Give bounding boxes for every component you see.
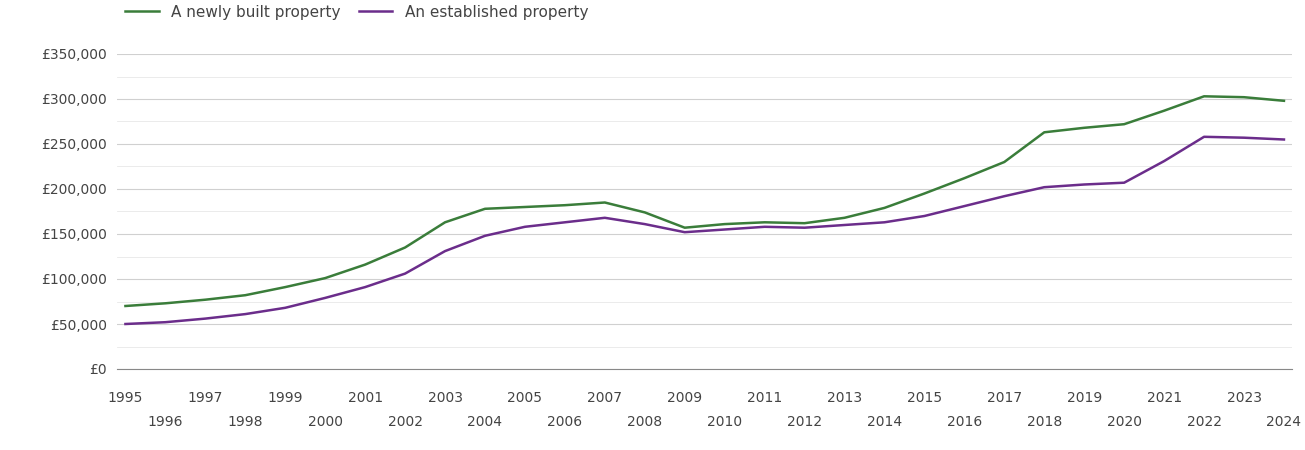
- Text: 2010: 2010: [707, 415, 743, 429]
- Text: 2003: 2003: [428, 391, 462, 405]
- An established property: [637, 221, 652, 227]
- An established property: [957, 203, 972, 209]
- An established property: [916, 213, 932, 219]
- Line: A newly built property: A newly built property: [125, 96, 1284, 306]
- A newly built property: [358, 262, 373, 267]
- An established property: [197, 316, 213, 321]
- An established property: [278, 305, 294, 310]
- An established property: [1276, 137, 1292, 142]
- An established property: [397, 271, 412, 276]
- An established property: [1077, 182, 1092, 187]
- An established property: [677, 230, 693, 235]
- A newly built property: [916, 191, 932, 196]
- An established property: [238, 311, 253, 317]
- A newly built property: [158, 301, 174, 306]
- Legend: A newly built property, An established property: A newly built property, An established p…: [125, 5, 589, 20]
- An established property: [358, 284, 373, 290]
- A newly built property: [397, 245, 412, 250]
- A newly built property: [596, 200, 612, 205]
- An established property: [757, 224, 773, 230]
- A newly built property: [1236, 94, 1251, 100]
- Text: 2020: 2020: [1107, 415, 1142, 429]
- A newly built property: [517, 204, 532, 210]
- Text: 2016: 2016: [946, 415, 981, 429]
- A newly built property: [797, 220, 813, 226]
- Text: 2015: 2015: [907, 391, 942, 405]
- A newly built property: [278, 284, 294, 290]
- Text: 2022: 2022: [1186, 415, 1221, 429]
- A newly built property: [117, 303, 133, 309]
- A newly built property: [997, 159, 1013, 165]
- An established property: [1197, 134, 1212, 140]
- Text: 2019: 2019: [1066, 391, 1101, 405]
- An established property: [1036, 184, 1052, 190]
- Text: 1995: 1995: [108, 391, 144, 405]
- A newly built property: [637, 210, 652, 215]
- An established property: [797, 225, 813, 230]
- An established property: [557, 220, 573, 225]
- An established property: [158, 320, 174, 325]
- A newly built property: [1036, 130, 1052, 135]
- An established property: [117, 321, 133, 327]
- An established property: [517, 224, 532, 230]
- An established property: [1156, 158, 1172, 164]
- An established property: [716, 227, 732, 232]
- A newly built property: [957, 176, 972, 181]
- Text: 2009: 2009: [667, 391, 702, 405]
- An established property: [837, 222, 852, 228]
- Text: 1997: 1997: [188, 391, 223, 405]
- Text: 2012: 2012: [787, 415, 822, 429]
- A newly built property: [238, 292, 253, 298]
- A newly built property: [317, 275, 333, 281]
- Text: 2024: 2024: [1266, 415, 1301, 429]
- Text: 2004: 2004: [467, 415, 502, 429]
- A newly built property: [1077, 125, 1092, 130]
- Line: An established property: An established property: [125, 137, 1284, 324]
- Text: 2002: 2002: [388, 415, 423, 429]
- Text: 2006: 2006: [547, 415, 582, 429]
- Text: 1998: 1998: [227, 415, 264, 429]
- A newly built property: [1116, 122, 1131, 127]
- A newly built property: [1156, 108, 1172, 113]
- A newly built property: [1197, 94, 1212, 99]
- Text: 2007: 2007: [587, 391, 622, 405]
- A newly built property: [557, 202, 573, 208]
- Text: 2017: 2017: [987, 391, 1022, 405]
- A newly built property: [478, 206, 493, 211]
- A newly built property: [877, 205, 893, 211]
- Text: 2000: 2000: [308, 415, 343, 429]
- Text: 2021: 2021: [1147, 391, 1181, 405]
- Text: 2014: 2014: [867, 415, 902, 429]
- Text: 1996: 1996: [147, 415, 183, 429]
- A newly built property: [757, 220, 773, 225]
- Text: 2005: 2005: [508, 391, 543, 405]
- A newly built property: [1276, 98, 1292, 104]
- An established property: [997, 194, 1013, 199]
- An established property: [1236, 135, 1251, 140]
- An established property: [437, 248, 453, 254]
- An established property: [1116, 180, 1131, 185]
- A newly built property: [197, 297, 213, 302]
- Text: 2013: 2013: [827, 391, 863, 405]
- An established property: [317, 295, 333, 301]
- An established property: [877, 220, 893, 225]
- An established property: [478, 233, 493, 238]
- A newly built property: [837, 215, 852, 220]
- Text: 2018: 2018: [1027, 415, 1062, 429]
- Text: 2008: 2008: [628, 415, 663, 429]
- Text: 2001: 2001: [347, 391, 382, 405]
- Text: 2011: 2011: [746, 391, 782, 405]
- A newly built property: [437, 220, 453, 225]
- Text: 1999: 1999: [268, 391, 303, 405]
- A newly built property: [677, 225, 693, 230]
- Text: 2023: 2023: [1227, 391, 1262, 405]
- A newly built property: [716, 221, 732, 227]
- An established property: [596, 215, 612, 220]
